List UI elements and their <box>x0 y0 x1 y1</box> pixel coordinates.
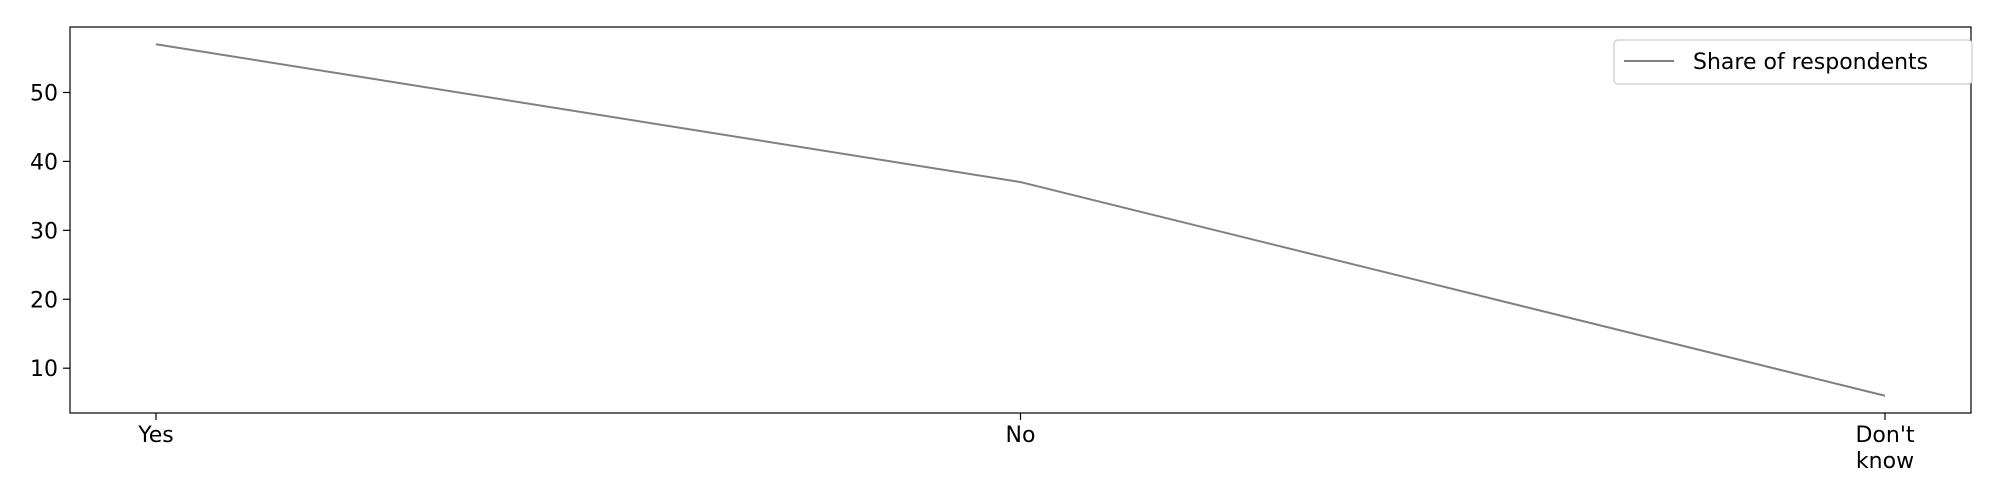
y-tick-label: 30 <box>30 219 58 244</box>
y-tick-label: 40 <box>30 150 58 175</box>
legend-box <box>1613 39 1973 85</box>
legend-label: Share of respondents <box>1693 50 1928 75</box>
series-lines <box>155 43 1886 397</box>
x-tick-label: Don't know <box>1855 423 1914 474</box>
x-tick-label-line: No <box>1006 423 1036 448</box>
x-tick-label-line: Yes <box>137 423 174 448</box>
plot-frame <box>69 26 1972 414</box>
x-tick-label-line: Don't <box>1855 423 1914 448</box>
x-tick-label: No <box>1006 423 1036 448</box>
y-tick-label: 10 <box>30 357 58 382</box>
series-line <box>155 43 1886 397</box>
y-tick-label: 50 <box>30 81 58 106</box>
tick-marks: 10 20 30 40 50 Yes No Don't know <box>30 81 1915 474</box>
axes <box>69 26 1972 414</box>
x-tick-label: Yes <box>137 423 174 448</box>
x-tick-label-line: know <box>1856 449 1914 474</box>
y-tick-label: 20 <box>30 288 58 313</box>
legend: Share of respondents <box>1613 39 1973 85</box>
